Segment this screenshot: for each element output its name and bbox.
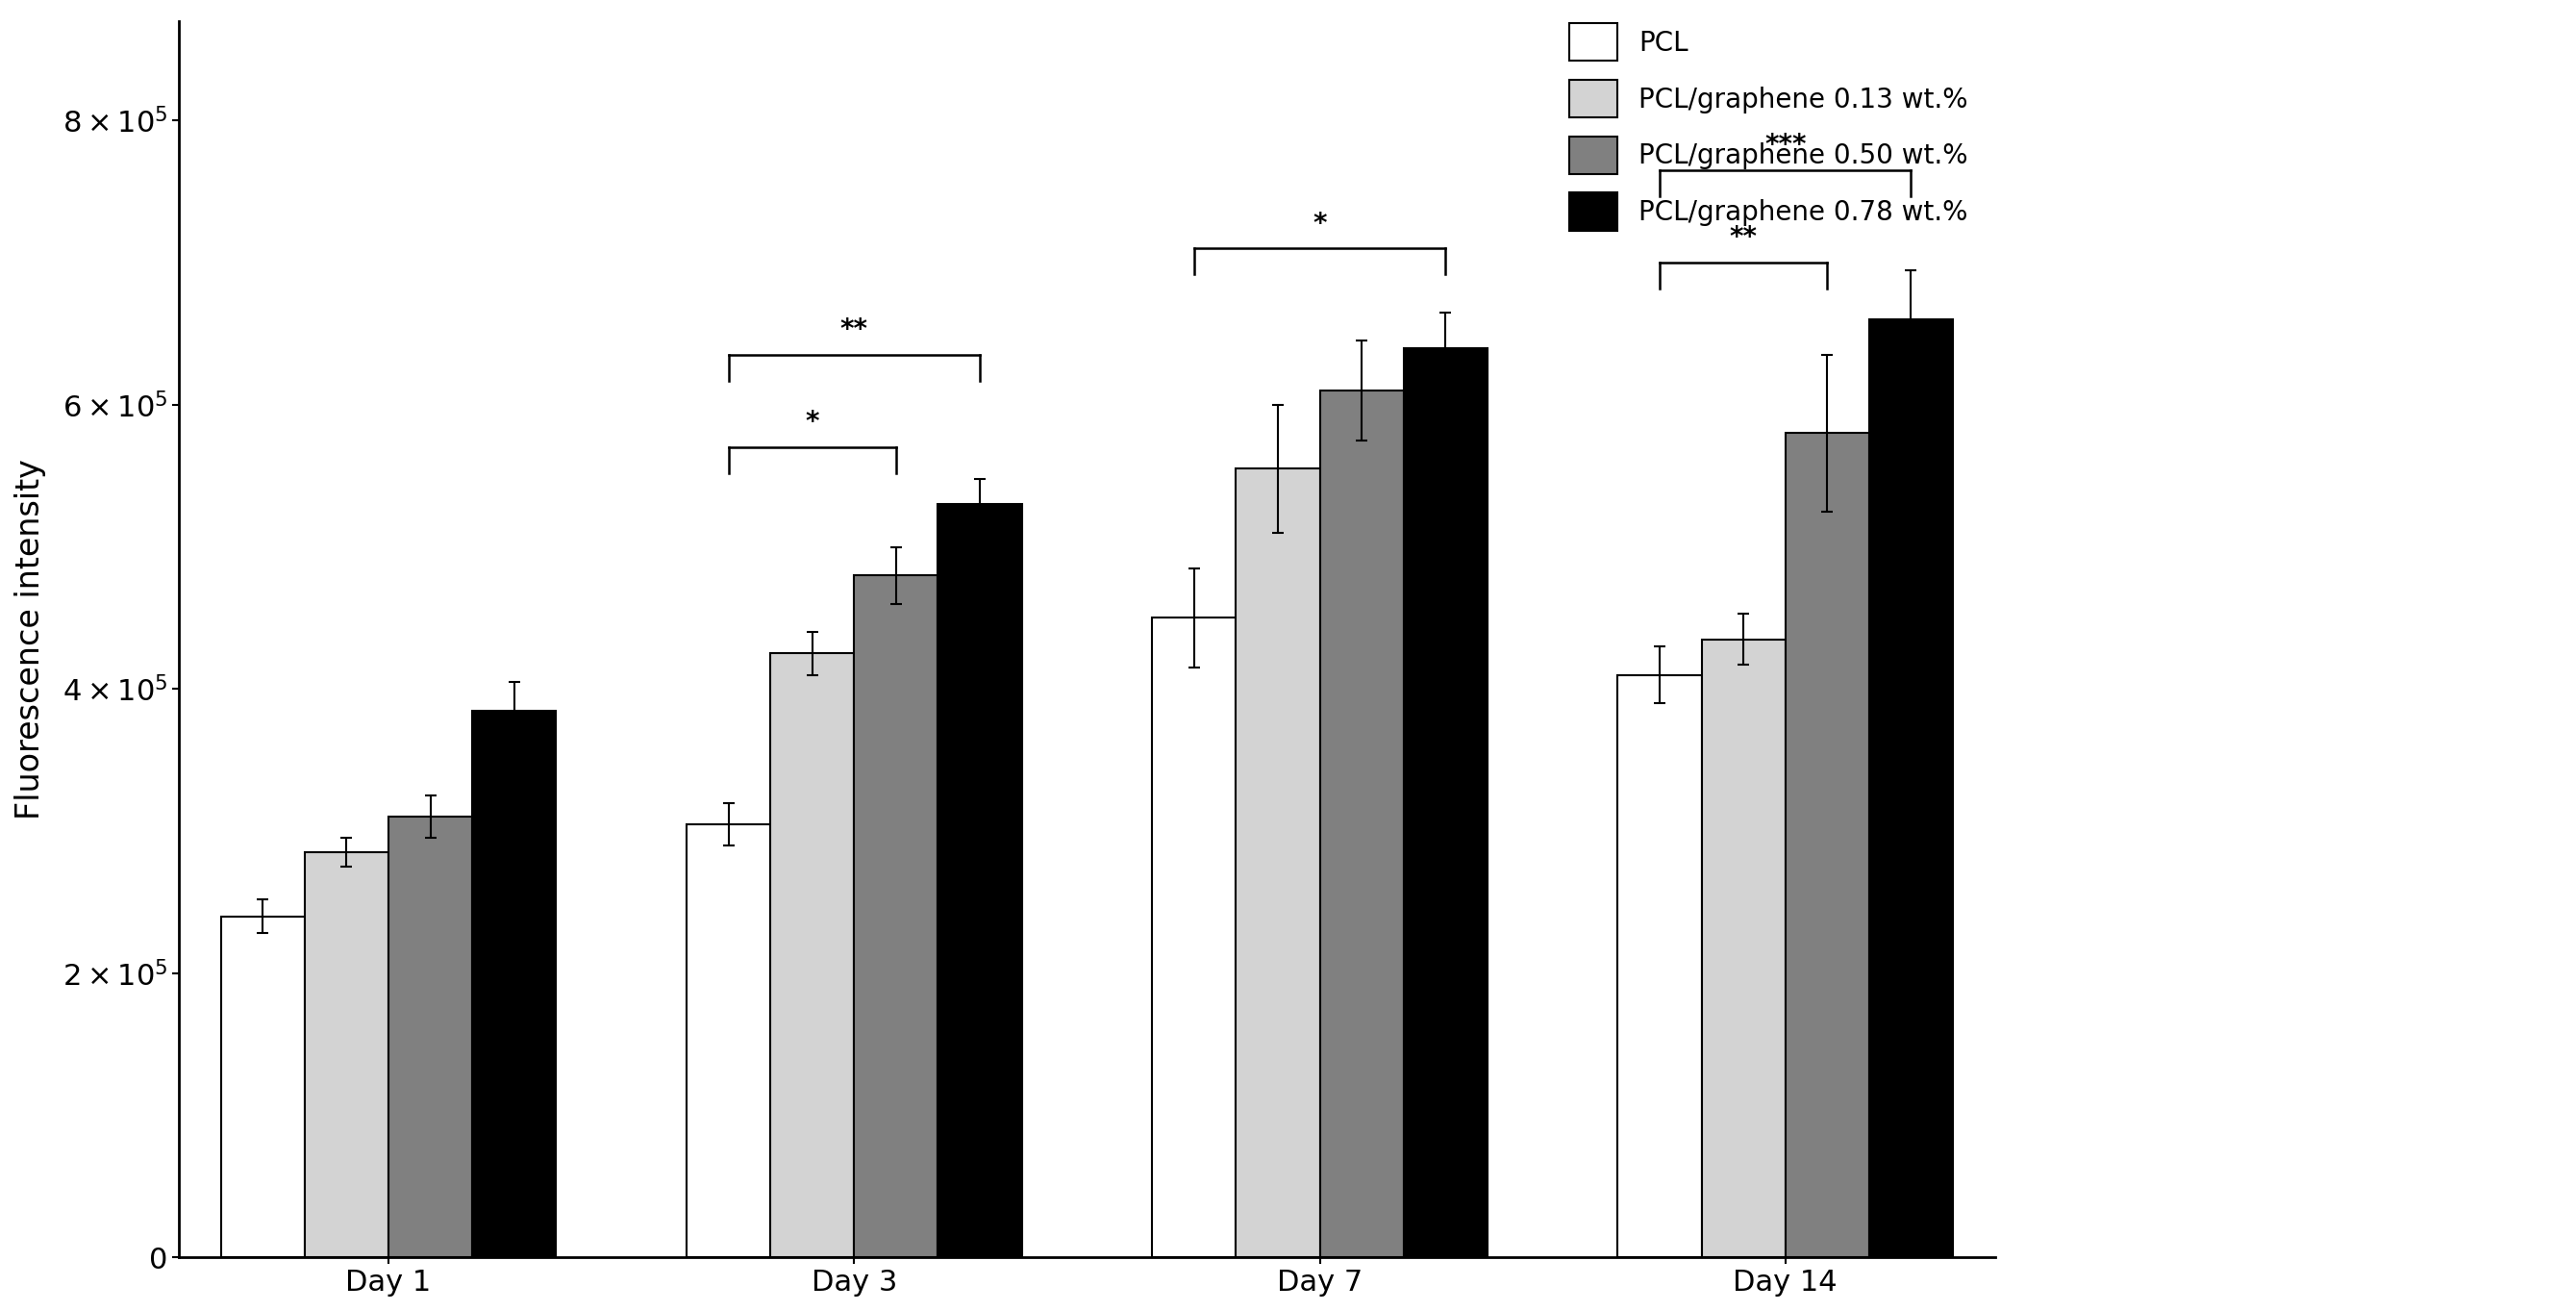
Bar	[389, 817, 471, 1257]
Bar	[1618, 675, 1703, 1257]
Y-axis label: Fluorescence intensity: Fluorescence intensity	[15, 459, 46, 819]
Text: **: **	[840, 317, 868, 343]
Legend: PCL, PCL/graphene 0.13 wt.%, PCL/graphene 0.50 wt.%, PCL/graphene 0.78 wt.%: PCL, PCL/graphene 0.13 wt.%, PCL/graphen…	[1556, 10, 1981, 244]
Bar	[1870, 320, 1953, 1257]
Bar	[1319, 391, 1404, 1257]
Bar	[1404, 347, 1486, 1257]
Bar	[222, 916, 304, 1257]
Text: *: *	[1314, 210, 1327, 237]
Bar	[1151, 617, 1236, 1257]
Bar	[1236, 469, 1319, 1257]
Text: ***: ***	[1765, 132, 1806, 159]
Text: *: *	[806, 409, 819, 437]
Bar	[938, 505, 1023, 1257]
Text: **: **	[1728, 224, 1757, 252]
Bar	[471, 711, 556, 1257]
Bar	[1785, 433, 1870, 1257]
Bar	[770, 653, 855, 1257]
Bar	[688, 825, 770, 1257]
Bar	[1703, 640, 1785, 1257]
Bar	[855, 576, 938, 1257]
Bar	[304, 852, 389, 1257]
